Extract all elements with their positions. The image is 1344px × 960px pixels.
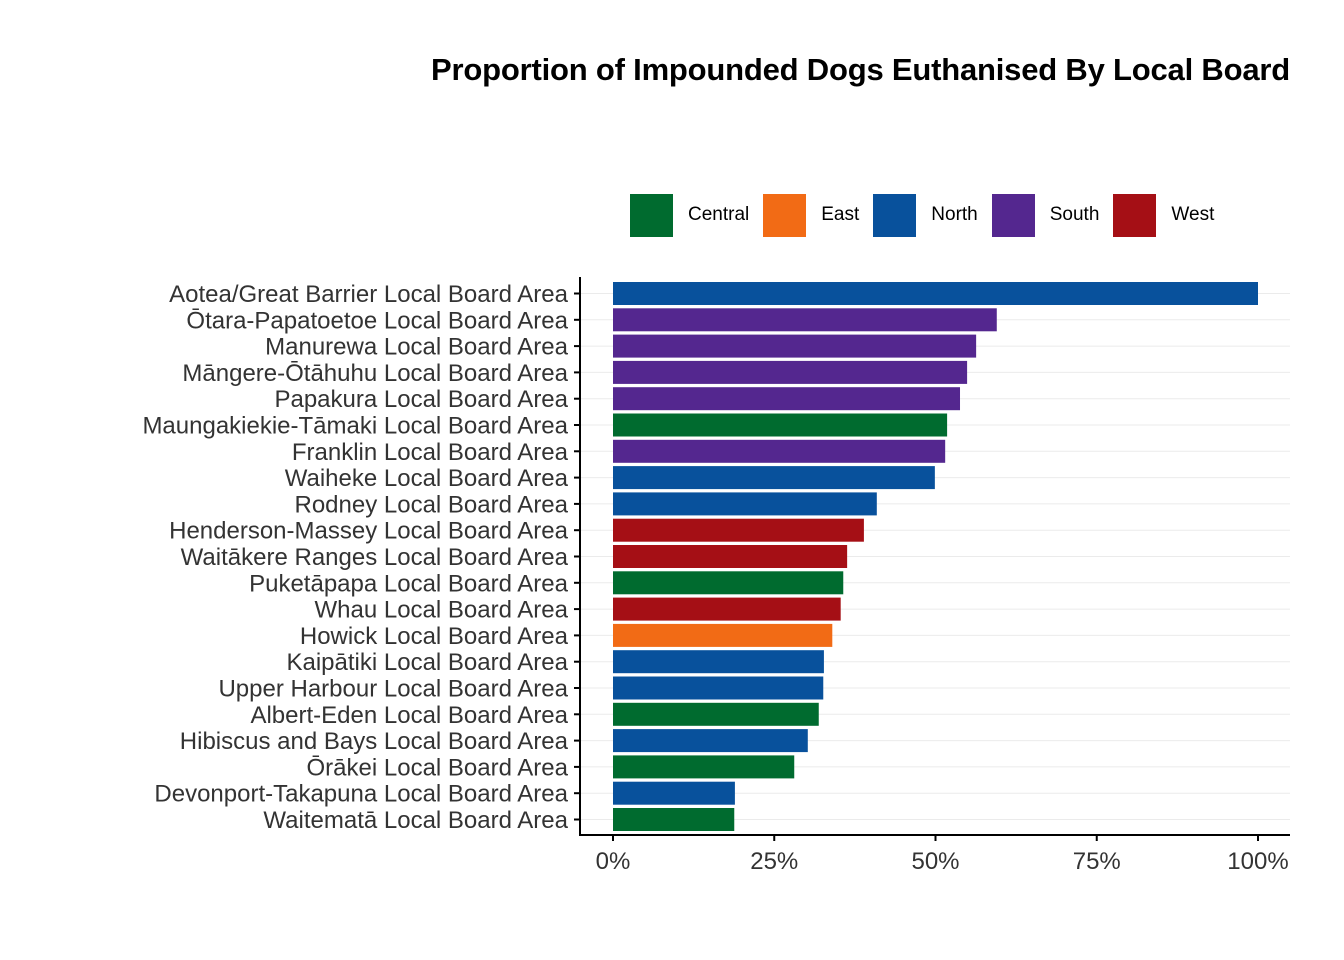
legend-swatch (630, 193, 673, 237)
y-tick-label: Whau Local Board Area (315, 597, 569, 624)
y-tick-label: Rodney Local Board Area (294, 491, 568, 518)
legend-swatch (873, 193, 917, 237)
bar (613, 702, 819, 726)
legend-label: West (1171, 204, 1215, 225)
legend: Central East North South West (630, 193, 1228, 237)
x-tick-label: 75% (1073, 848, 1121, 875)
y-tick-label: Waiheke Local Board Area (285, 465, 569, 492)
x-tick-label: 25% (750, 848, 798, 875)
y-tick-label: Ōtara-Papatoetoe Local Board Area (186, 307, 568, 334)
bar (613, 676, 824, 700)
bar (613, 545, 848, 568)
y-tick-label: Kaipātiki Local Board Area (286, 649, 568, 676)
y-tick-label: Waitematā Local Board Area (263, 807, 568, 834)
x-tick-label: 100% (1227, 848, 1288, 875)
bar (613, 755, 795, 779)
y-tick-label: Albert-Eden Local Board Area (250, 702, 568, 729)
y-tick-label: Upper Harbour Local Board Area (218, 676, 568, 703)
y-tick-label: Puketāpapa Local Board Area (249, 570, 569, 597)
y-tick-label: Hibiscus and Bays Local Board Area (180, 728, 569, 755)
legend-label: South (1049, 204, 1100, 225)
bar (613, 518, 864, 542)
y-tick-label: Māngere-Ōtāhuhu Local Board Area (182, 360, 568, 387)
bar (613, 808, 735, 831)
bar (613, 729, 808, 753)
bar (613, 334, 977, 358)
legend-item-east: East (763, 193, 860, 237)
bar (613, 597, 841, 621)
legend-swatch (1113, 193, 1157, 237)
legend-label: North (931, 204, 978, 225)
x-axis-ticks: 0% 25% 50% 75% 100% (596, 835, 1289, 875)
bar (613, 387, 961, 411)
legend-item-north: North (873, 193, 978, 237)
y-tick-label: Howick Local Board Area (300, 623, 569, 650)
legend-label: Central (688, 204, 750, 225)
legend-item-south: South (991, 193, 1100, 237)
bar (613, 650, 824, 674)
bars (613, 282, 1258, 831)
y-tick-label: Papakura Local Board Area (274, 386, 568, 413)
x-tick-label: 0% (596, 848, 631, 875)
bar (613, 466, 935, 490)
bar (613, 781, 735, 805)
bar (613, 360, 968, 384)
y-tick-label: Waitākere Ranges Local Board Area (181, 544, 569, 571)
x-tick-label: 50% (911, 848, 959, 875)
bar (613, 571, 844, 595)
bar (613, 439, 946, 463)
y-tick-label: Aotea/Great Barrier Local Board Area (169, 281, 569, 308)
y-tick-label: Maungakiekie-Tāmaki Local Board Area (142, 413, 568, 440)
y-tick-label: Manurewa Local Board Area (265, 334, 569, 361)
chart-title: Proportion of Impounded Dogs Euthanised … (431, 52, 1290, 87)
y-tick-label: Devonport-Takapuna Local Board Area (154, 781, 568, 808)
bar (613, 282, 1258, 305)
bar (613, 308, 997, 332)
y-axis-ticks: Aotea/Great Barrier Local Board AreaŌtar… (142, 281, 580, 834)
bar (613, 492, 877, 516)
bar (613, 623, 833, 647)
legend-swatch (991, 193, 1035, 237)
legend-swatch (763, 193, 807, 237)
bar (613, 413, 948, 437)
legend-item-central: Central (630, 193, 750, 237)
y-tick-label: Henderson-Massey Local Board Area (169, 518, 569, 545)
y-tick-label: Franklin Local Board Area (292, 439, 569, 466)
legend-item-west: West (1113, 193, 1215, 237)
legend-label: East (821, 204, 860, 225)
y-tick-label: Ōrākei Local Board Area (307, 754, 569, 781)
